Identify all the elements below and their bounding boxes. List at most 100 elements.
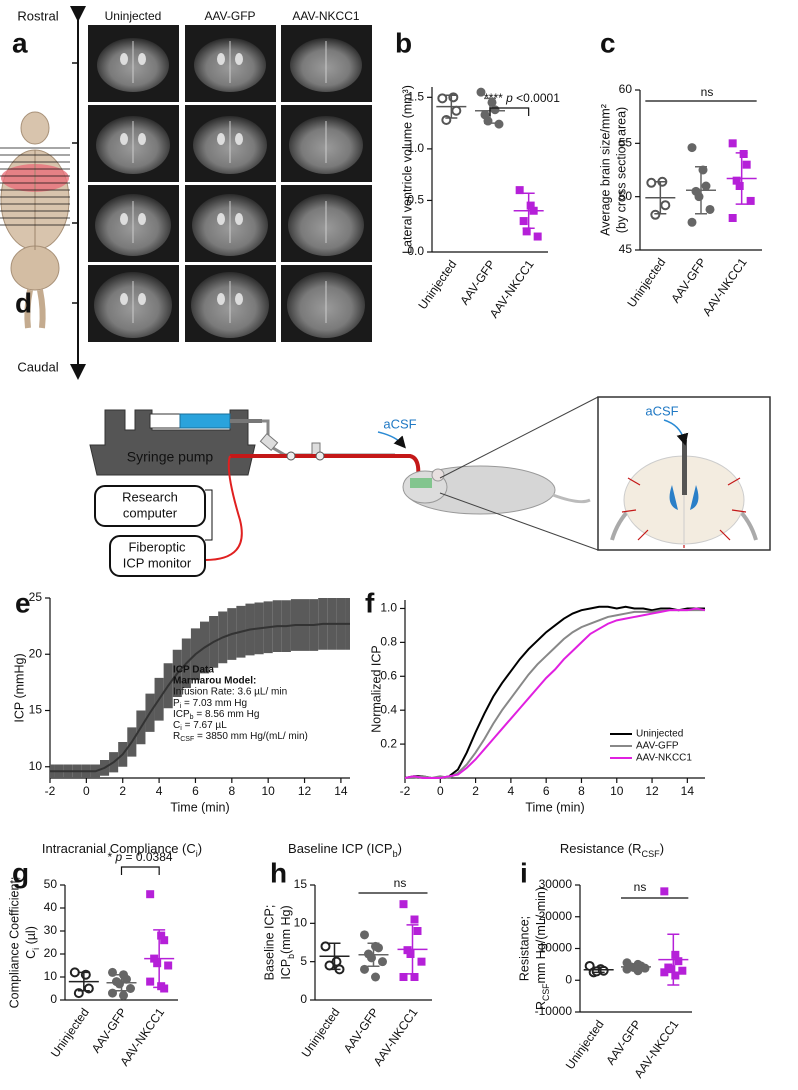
data-point — [146, 977, 155, 986]
x-tick-label: AAV-GFP — [341, 1006, 382, 1056]
data-point — [119, 990, 128, 1000]
y-tick-label: 1.5 — [407, 89, 424, 103]
data-point — [483, 116, 493, 126]
sd-bar — [654, 180, 667, 215]
sd-bar — [592, 966, 605, 974]
ventricle — [138, 213, 146, 225]
significance-bracket — [120, 866, 160, 875]
text-part: ICP — [279, 959, 293, 980]
data-point — [164, 961, 173, 970]
data-point — [646, 177, 657, 188]
y-tick-label: 40 — [44, 900, 58, 914]
ventricle — [138, 53, 146, 65]
data-point — [650, 209, 661, 220]
text-part: Resistance (R — [560, 841, 642, 856]
subscript: i — [180, 725, 182, 732]
data-point — [146, 890, 155, 899]
acsf-label: aCSF — [383, 416, 416, 431]
ventricle — [120, 213, 128, 225]
text-part: Baseline ICP (ICP — [288, 841, 393, 856]
data-point — [739, 150, 748, 158]
text-part: C — [173, 720, 180, 731]
subscript: b — [190, 714, 194, 721]
y-axis-label: Baseline ICP; — [262, 905, 276, 981]
data-point — [360, 964, 369, 974]
data-point — [694, 192, 704, 202]
x-tick-label: 14 — [334, 784, 348, 798]
x-tick-label: AAV-GFP — [89, 1006, 130, 1056]
data-point — [687, 217, 697, 227]
sd-bar — [522, 192, 535, 230]
x-tick-label: 4 — [508, 784, 515, 798]
data-point — [687, 143, 697, 153]
italic-text: p — [505, 91, 513, 105]
data-point — [437, 93, 448, 104]
sd-bar — [328, 942, 341, 971]
annotation-line: RCSF = 3850 mm Hg/(mL/ min) — [173, 731, 308, 744]
text-part: <0.0001 — [513, 91, 560, 105]
data-point — [374, 943, 383, 953]
text-part: ) — [198, 841, 202, 856]
x-tick-label: Uninjected — [563, 1018, 607, 1072]
y-tick-label: 60 — [619, 82, 633, 96]
data-point — [640, 963, 650, 973]
brain-illustration — [0, 111, 70, 329]
text-part: (mm Hg) — [279, 905, 293, 954]
column-header: AAV-GFP — [204, 9, 255, 23]
ventricle — [235, 53, 243, 65]
data-point — [360, 930, 369, 940]
panel-label: b — [395, 27, 412, 58]
data-point — [324, 960, 335, 971]
data-point — [153, 959, 162, 968]
panel-label: a — [12, 27, 28, 58]
data-point — [519, 217, 528, 226]
y-tick-label: 0.2 — [380, 736, 397, 750]
data-point — [735, 182, 744, 190]
y-tick-label: 15 — [294, 877, 308, 891]
y-axis-label: Average brain size/mm² — [598, 104, 612, 236]
monitor-label: ICP monitor — [123, 555, 192, 570]
data-point — [705, 204, 715, 214]
legend-label: AAV-NKCC1 — [636, 753, 692, 764]
panel-label: e — [15, 587, 31, 618]
subscript: CSF — [180, 736, 194, 743]
x-tick-label: 4 — [156, 784, 163, 798]
data-line — [50, 622, 350, 773]
significance-label: **** p <0.0001 — [484, 91, 560, 105]
text-part: P — [173, 698, 180, 709]
y-tick-label: 15 — [29, 703, 43, 717]
ventricle — [235, 213, 243, 225]
x-tick-label: 0 — [437, 784, 444, 798]
y-tick-label: 0.6 — [380, 668, 397, 682]
sd-bar — [695, 166, 707, 215]
ventricle — [138, 133, 146, 145]
annotation-line: Infusion Rate: 3.6 µL/ min — [173, 687, 287, 698]
legend-label: Uninjected — [636, 729, 683, 740]
text-part: C — [24, 950, 38, 959]
text-part: (µl) — [24, 926, 38, 948]
data-point — [371, 972, 380, 982]
data-point — [732, 176, 741, 185]
y-tick-label: 20 — [29, 646, 43, 660]
x-tick-label: Uninjected — [624, 256, 668, 310]
mri-grid — [88, 25, 372, 342]
data-point — [678, 966, 687, 975]
y-tick-label: 10 — [44, 969, 58, 983]
text-part: **** — [484, 91, 506, 105]
y-axis-label: Normalized ICP — [369, 645, 383, 733]
data-point — [490, 105, 500, 115]
y-tick-label: 1.0 — [380, 601, 397, 615]
acsf-label: aCSF — [645, 403, 678, 418]
data-point — [160, 984, 169, 993]
chart-title: Resistance (RCSF) — [560, 841, 664, 859]
y-tick-label: 0 — [300, 992, 307, 1006]
legend-label: AAV-GFP — [636, 741, 679, 752]
data-point — [126, 984, 135, 993]
x-tick-label: Uninjected — [299, 1006, 343, 1060]
data-point — [69, 967, 80, 978]
text-part: = 7.03 mm Hg — [181, 698, 247, 709]
annotation-line: Pi = 7.03 mm Hg — [173, 698, 247, 711]
y-axis-label: Lateral ventricle volume (mm³) — [400, 85, 414, 254]
data-point — [522, 227, 531, 236]
